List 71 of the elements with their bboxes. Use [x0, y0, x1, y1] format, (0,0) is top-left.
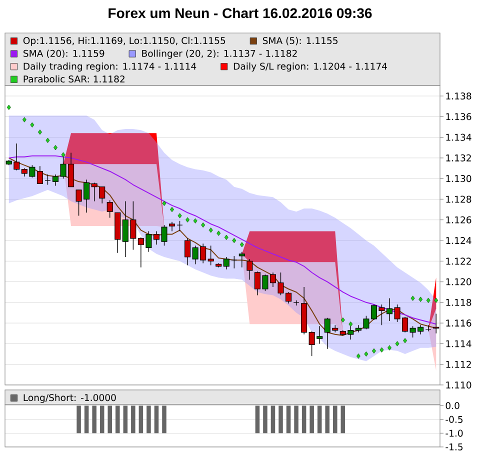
point: [22, 117, 26, 122]
point: [53, 145, 58, 150]
candlestick: [246, 258, 253, 280]
y-tick-label: 1.110: [446, 381, 472, 388]
point: [186, 217, 190, 222]
y-tick-label: 1.116: [446, 320, 472, 327]
point: [61, 152, 66, 158]
point: [356, 353, 360, 359]
point: [372, 348, 376, 354]
candlestick: [36, 166, 43, 184]
legend-label: Long/Short: -1.0000: [24, 394, 116, 403]
y-tick-label: 1.120: [446, 278, 472, 286]
legend-label: Op:1.1156, Hi:1.1169, Lo:1.1150, Cl:1.1155: [23, 36, 226, 46]
point: [46, 138, 50, 143]
y-tick-label: 1.138: [446, 92, 472, 100]
point: [208, 228, 213, 233]
point: [193, 218, 198, 224]
point: [162, 200, 166, 206]
candlestick: [184, 238, 191, 266]
candlestick: [223, 256, 230, 270]
y-tick-label: 1.112: [446, 360, 471, 368]
point: [418, 296, 423, 302]
candlestick: [208, 245, 214, 266]
point: [388, 345, 392, 350]
point: [178, 213, 182, 218]
y-tick-label: 1.124: [446, 237, 472, 244]
legend-label: Daily S/L region: 1.1204 - 1.1174: [234, 62, 388, 72]
legend-label: Bollinger (20, 2): 1.1137 - 1.1182: [142, 50, 297, 59]
point: [380, 347, 384, 352]
point: [403, 338, 408, 344]
point: [240, 242, 244, 248]
y-tick-label: 1.122: [446, 258, 471, 265]
point: [395, 341, 400, 346]
point: [340, 317, 345, 323]
point: [224, 234, 228, 240]
y-tick-label: 1.130: [446, 175, 472, 182]
y-tick-label: 1.126: [446, 216, 472, 224]
legend-label: SMA (20): 1.1159: [24, 50, 104, 58]
point: [30, 122, 34, 128]
candlestick: [231, 256, 238, 269]
chart-title: Forex um Neun - Chart 16.02.2016 09:36: [108, 8, 372, 18]
point: [348, 321, 353, 327]
y-tick-label: 0.0: [446, 402, 460, 410]
y-tick-label: 1.118: [446, 298, 472, 306]
y-tick-label: -1.5: [446, 444, 463, 450]
point: [201, 222, 206, 228]
y-tick-label: -0.5: [446, 416, 463, 423]
legend-label: Parabolic SAR: 1.1182: [24, 75, 124, 83]
y-tick-label: 1.132: [446, 154, 471, 162]
candlestick: [176, 220, 183, 232]
y-tick-label: 1.128: [446, 196, 472, 203]
candlestick: [44, 174, 51, 186]
y-tick-label: 1.134: [446, 134, 472, 141]
candlestick: [433, 313, 440, 334]
legend-label: SMA (5): 1.1155: [262, 36, 338, 46]
point: [426, 298, 430, 303]
y-tick-label: 1.136: [446, 113, 472, 120]
point: [170, 206, 174, 212]
candlestick: [106, 200, 113, 218]
point: [232, 238, 236, 244]
point: [410, 296, 415, 301]
point: [364, 351, 368, 357]
point: [6, 104, 11, 110]
candlestick: [168, 222, 176, 232]
y-tick-label: 1.114: [446, 340, 472, 348]
candlestick: [238, 252, 245, 268]
point: [216, 230, 221, 236]
legend-label: Daily trading region: 1.1174 - 1.1114: [24, 62, 196, 72]
point: [38, 130, 42, 135]
point: [434, 298, 438, 303]
y-tick-label: -1.0: [446, 430, 463, 437]
